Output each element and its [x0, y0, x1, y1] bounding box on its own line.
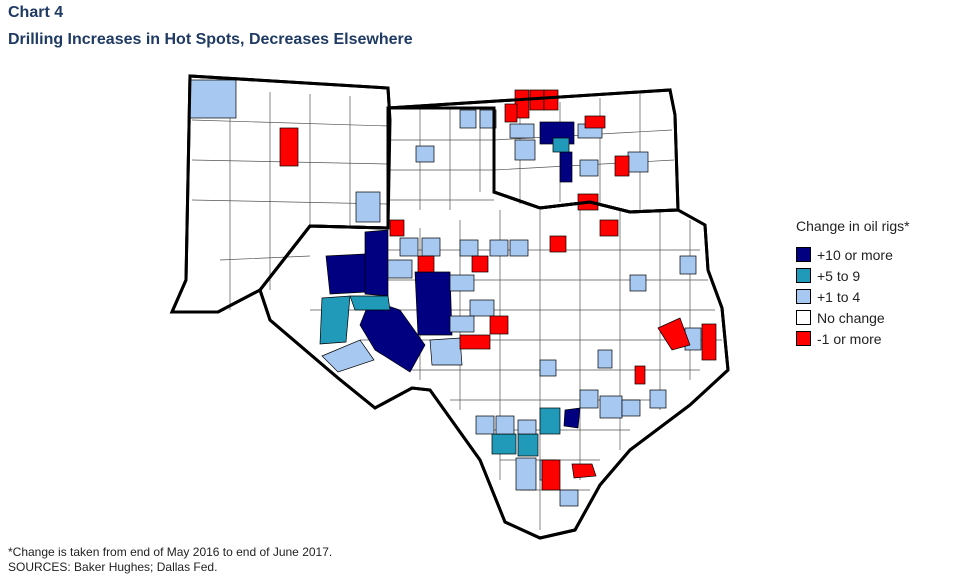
counties-plus-5-to-9 [319, 137, 570, 457]
legend-label: +1 to 4 [817, 288, 861, 305]
legend-label: +10 or more [817, 246, 893, 263]
legend-item-plus-5-to-9: +5 to 9 [796, 265, 976, 286]
legend: Change in oil rigs* +10 or more +5 to 9 … [796, 218, 976, 349]
legend-swatch [796, 310, 811, 325]
legend-swatch [796, 247, 811, 262]
counties-minus-1 [279, 89, 717, 491]
legend-label: +5 to 9 [817, 267, 861, 284]
chart-title: Drilling Increases in Hot Spots, Decreas… [8, 31, 413, 48]
legend-item-no-change: No change [796, 307, 976, 328]
legend-item-plus-1-to-4: +1 to 4 [796, 286, 976, 307]
legend-label: No change [817, 309, 885, 326]
county-map [169, 74, 730, 540]
legend-swatch [796, 268, 811, 283]
legend-title: Change in oil rigs* [796, 218, 910, 234]
counties-plus-1-to-4 [189, 79, 702, 507]
legend-swatch [796, 331, 811, 346]
chart-label: Chart 4 [8, 4, 64, 21]
counties-plus-10 [325, 121, 581, 429]
legend-item-minus-1: -1 or more [796, 328, 976, 349]
legend-label: -1 or more [817, 330, 882, 347]
legend-item-plus-10: +10 or more [796, 244, 976, 265]
legend-swatch [796, 289, 811, 304]
footnote: *Change is taken from end of May 2016 to… [8, 545, 333, 559]
sources: SOURCES: Baker Hughes; Dallas Fed. [8, 560, 218, 574]
state-borders [169, 74, 730, 540]
